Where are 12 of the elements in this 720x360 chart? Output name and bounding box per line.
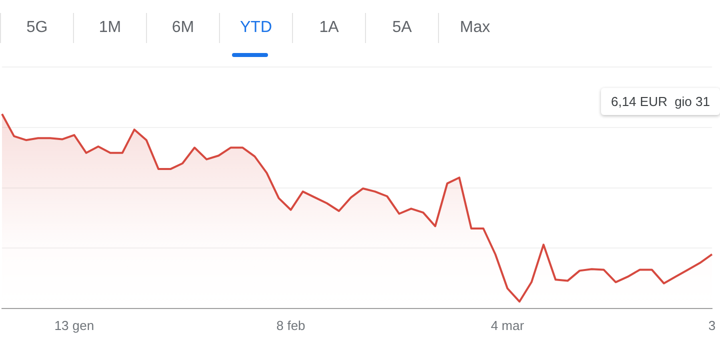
text: 6M bbox=[172, 19, 194, 37]
x-tick-label: 13 gen bbox=[54, 318, 94, 333]
text: 1M bbox=[98, 19, 122, 37]
text: YTD bbox=[240, 19, 272, 37]
text: 5G bbox=[26, 19, 48, 37]
text: Max bbox=[460, 19, 490, 37]
x-tick-label: 8 feb bbox=[276, 318, 306, 333]
text: 1A bbox=[319, 19, 339, 37]
x-tick-label: 3 bbox=[708, 318, 716, 333]
text: 6,14 EUR gio 31 bbox=[600, 88, 720, 115]
text: 5A bbox=[392, 19, 412, 37]
x-tick-label: 4 mar bbox=[490, 318, 525, 333]
